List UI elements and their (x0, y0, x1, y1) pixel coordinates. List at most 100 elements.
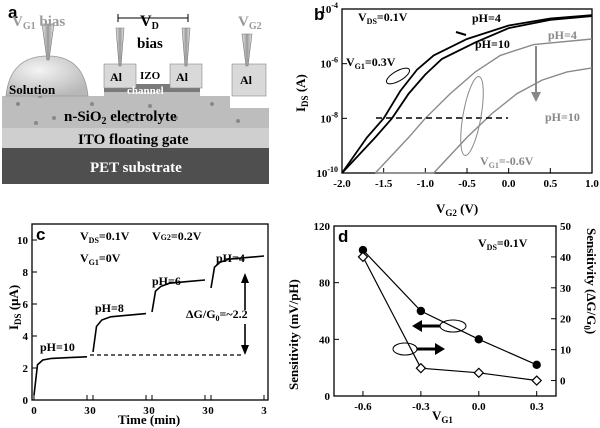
y2-tick-label: 0 (560, 376, 566, 388)
panel-d-ticks: -0.6 -0.3 0.0 0.3 0 40 80 120 0 10 20 30 40 50 (314, 221, 572, 413)
x-tick-label: 3 (202, 405, 208, 417)
vg1-gray-label: VG1=-0.6V (480, 154, 534, 170)
open-diamond-marker (473, 367, 485, 379)
panel-c-vg1: VG1=0V (80, 251, 121, 267)
y-tick-label: 120 (314, 221, 331, 233)
panel-d-frame (333, 225, 557, 397)
al-electrode-gate (231, 63, 267, 97)
panel-b-ticks: -2.0 -1.5 -1.0 -0.5 0.0 0.5 1.0 10-10 10-8 10-6 10… (316, 1, 599, 190)
panel-a: a VG1 bias VD bias VG2 (2, 3, 269, 184)
y2-tick-label: 40 (560, 252, 572, 264)
y-tick-label: 10-4 (320, 1, 338, 16)
panel-d-xlabel: VG1 (432, 408, 453, 425)
ph4-gray-label: pH=4 (548, 28, 577, 42)
y-tick-label: 10-6 (320, 56, 338, 71)
panel-b-vds-note: VDS=0.1V (358, 10, 408, 26)
panel-b-letter: b (314, 5, 324, 24)
filled-circle-marker (358, 245, 368, 255)
channel-label: channel (127, 85, 164, 97)
x-tick-label: 3 (143, 405, 149, 417)
x-tick-label: -2.0 (333, 178, 351, 190)
transfer-curve (341, 14, 593, 174)
panel-b-curves (341, 14, 593, 174)
current-trace (151, 279, 206, 313)
y-tick-label: 6 (23, 299, 29, 311)
filled-circle-marker (532, 360, 541, 370)
panel-b-ylabel: IDS (A) (293, 74, 310, 112)
panel-c-ylabel: IDS (μA) (6, 285, 23, 330)
izo-label: IZO (140, 70, 161, 82)
panel-b-xlabel: VG2 (V) (436, 201, 478, 218)
izo-channel (104, 84, 200, 92)
ph10-gray-label: pH=10 (545, 110, 580, 124)
al-electrode-drain (169, 63, 203, 89)
x-tick-label: -0.6 (354, 401, 372, 413)
y-tick-label: 40 (319, 334, 331, 346)
ito-floating-gate-layer (2, 128, 269, 148)
label-ph4: pH=4 (216, 251, 245, 265)
vg2-label: VG2 (238, 14, 262, 32)
x-tick-label: 0 (90, 405, 96, 417)
y-tick-label: 10-8 (320, 110, 338, 125)
x-tick-label: 0 (149, 405, 155, 417)
x-tick-label: 0.0 (472, 401, 486, 413)
open-diamond-marker (357, 251, 369, 263)
panel-c-curves (33, 255, 265, 396)
current-trace (92, 312, 147, 353)
solution-label: Solution (9, 82, 56, 97)
panel-d-curves (357, 245, 543, 386)
x-tick-label: -1.0 (417, 178, 435, 190)
y-tick-label: 0 (23, 395, 29, 407)
open-diamond-marker (531, 375, 543, 386)
x-tick-label: -0.5 (458, 178, 476, 190)
panel-c-vg2: VG2=0.2V (152, 229, 202, 243)
y-tick-label: 8 (23, 267, 29, 279)
transfer-curve (374, 38, 593, 174)
al-electrode-source (103, 63, 137, 89)
ph4-black-label: pH=4 (472, 11, 501, 25)
y2-tick-label: 30 (560, 283, 572, 295)
delta-g-ratio: ΔG/G0=~2.2 (186, 307, 248, 323)
pet-substrate-layer (2, 148, 269, 184)
al-label-gate: Al (240, 73, 253, 87)
panel-c-letter: c (36, 225, 45, 244)
vd-label: VD (140, 13, 159, 32)
vg1-probe (41, 23, 55, 61)
electrolyte-label: n-SiO2 electrolyte (64, 109, 177, 127)
y2-tick-label: 10 (560, 345, 572, 357)
black-ph-arrow (455, 31, 467, 36)
y-tick-label: 10-10 (316, 165, 338, 180)
x-tick-label: 0.3 (530, 401, 544, 413)
transfer-curve (375, 67, 593, 174)
y2-tick-label: 20 (560, 314, 572, 326)
panel-b: b -2.0 -1.5 -1.0 -0.5 0.0 0.5 1.0 10-10 10-8 10-6… (293, 1, 599, 218)
panel-c-xlabel: Time (min) (118, 412, 180, 427)
panel-d-y2label: Sensitivity (ΔG/G0) (582, 228, 599, 334)
current-trace (33, 356, 88, 396)
panel-d: d -0.6 -0.3 0.0 0.3 0 40 80 120 0 10 20 30 40 50 VDS=… (286, 221, 599, 425)
y-tick-label: 0 (325, 391, 331, 403)
label-ph10: pH=10 (40, 340, 75, 354)
vd-bias-word: bias (137, 36, 163, 52)
panel-a-letter: a (8, 3, 18, 22)
ito-label: ITO floating gate (78, 132, 189, 148)
panel-c-vds: VDS=0.1V (80, 229, 130, 245)
y-tick-label: 2 (23, 363, 29, 375)
electrolyte-layer (2, 90, 269, 128)
black-curve-group-ellipse (385, 67, 411, 85)
left-axis-ellipse (439, 319, 467, 333)
vd-probe-left (115, 27, 125, 67)
vg1-black-label: VG1=0.3V (346, 55, 396, 71)
transfer-curve (341, 15, 593, 174)
x-tick-label: 0 (208, 405, 214, 417)
vg1-bias-label: VG1 bias (12, 14, 65, 32)
panel-c-frame (31, 223, 269, 401)
right-axis-ellipse (392, 342, 418, 356)
sensitivity-mv-line (362, 249, 537, 366)
filled-circle-marker (416, 306, 426, 316)
open-diamond-marker (415, 362, 427, 374)
x-tick-label: 0.5 (543, 178, 557, 190)
